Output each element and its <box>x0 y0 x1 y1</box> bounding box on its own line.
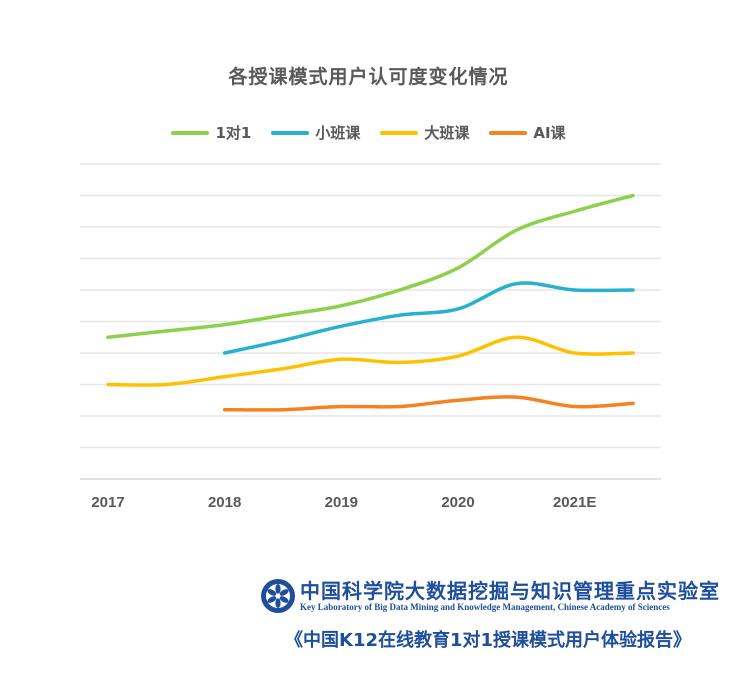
chart-title: 各授课模式用户认可度变化情况 <box>228 66 509 88</box>
series-line-large-class <box>106 335 635 387</box>
x-tick-label: 2018 <box>208 494 241 511</box>
legend-label: 大班课 <box>424 124 470 142</box>
x-tick-label: 2019 <box>325 494 358 511</box>
legend-label: 1对1 <box>215 124 252 142</box>
legend-swatch <box>171 130 210 135</box>
x-tick-label: 2020 <box>441 494 474 511</box>
legend-label: AI课 <box>533 124 566 142</box>
lab-name-cn: 中国科学院大数据挖掘与知识管理重点实验室 <box>300 578 720 603</box>
series-line-ai-class <box>222 395 635 412</box>
report-title: 《中国K12在线教育1对1授课模式用户体验报告》 <box>285 630 692 651</box>
legend-item-ai-class: AI课 <box>489 122 566 143</box>
legend-label: 小班课 <box>315 124 361 142</box>
legend-item-large-class: 大班课 <box>380 122 469 143</box>
plot-area: 2017 2018 2019 2020 2021E <box>80 163 661 511</box>
lab-branding: 中国科学院大数据挖掘与知识管理重点实验室 Key Laboratory of B… <box>260 578 720 614</box>
legend-swatch <box>271 130 310 135</box>
legend: 1对1 小班课 大班课 AI课 <box>0 122 737 143</box>
x-axis-ticks: 2017 2018 2019 2020 2021E <box>91 494 596 511</box>
series-layer <box>106 193 635 412</box>
x-tick-label: 2021E <box>553 494 596 511</box>
legend-swatch <box>380 130 419 135</box>
series-line-small-class <box>222 281 635 355</box>
legend-swatch <box>489 130 528 135</box>
lab-name-en: Key Laboratory of Big Data Mining and Kn… <box>300 601 670 612</box>
series-line-1v1 <box>106 193 635 339</box>
legend-item-small-class: 小班课 <box>271 122 360 143</box>
legend-item-1v1: 1对1 <box>171 122 251 143</box>
cas-logo-icon <box>261 579 295 613</box>
x-tick-label: 2017 <box>91 494 124 511</box>
